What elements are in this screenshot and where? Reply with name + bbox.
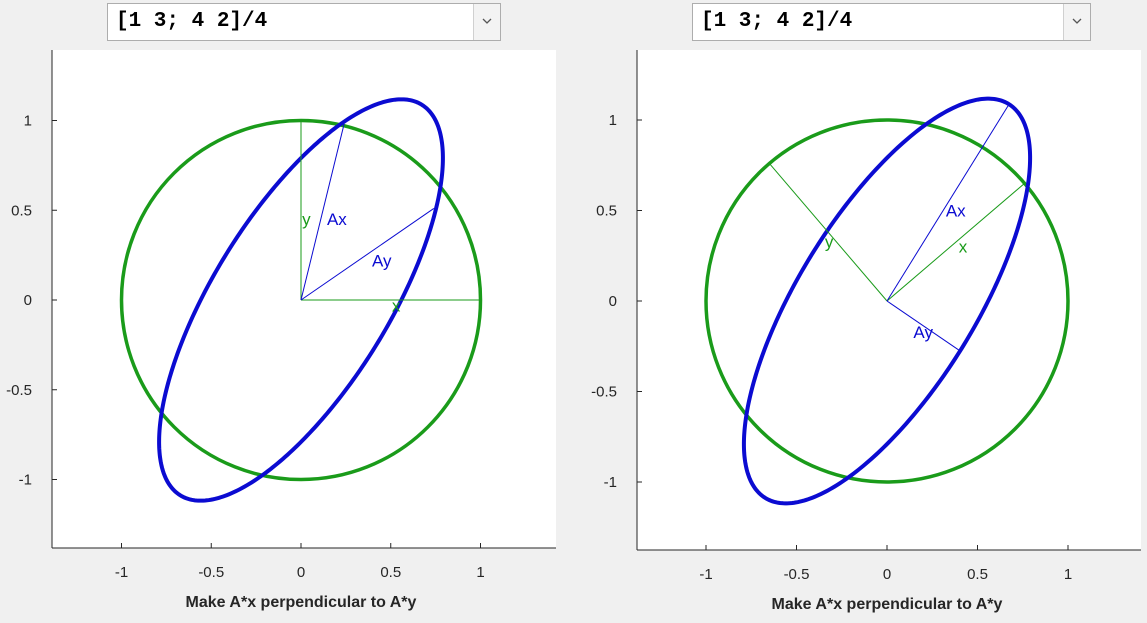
axes-background [52,50,556,548]
matrix-select-value: [1 3; 4 2]/4 [116,10,268,33]
vector-label-x: x [392,296,401,315]
x-tick-label: 0 [883,566,891,583]
vector-label-y: y [302,210,311,229]
chevron-down-icon [482,18,492,24]
vector-y [768,163,888,302]
vector-label-x: x [959,238,968,257]
axes-background [637,50,1141,550]
y-tick-label: -1 [19,472,32,489]
unit-circle-curve [704,118,1070,484]
y-tick-label: -1 [604,474,617,491]
x-tick-label: 0.5 [967,566,988,583]
x-axis-label: Make A*x perpendicular to A*y [186,594,417,611]
vector-ay [886,300,962,353]
vector-label-ay: Ay [372,252,392,271]
x-tick-label: 0.5 [380,564,401,581]
y-tick-label: 1 [24,113,32,130]
x-tick-label: -1 [115,564,128,581]
ellipse-curve [741,96,1033,506]
matrix-select[interactable]: [1 3; 4 2]/4 [107,3,501,41]
x-tick-label: 1 [1064,566,1072,583]
x-tick-label: -1 [699,566,712,583]
vector-x [886,182,1025,302]
vector-ay [300,208,435,301]
y-tick-label: 0.5 [596,203,617,220]
y-tick-label: -0.5 [591,384,617,401]
matrix-select-value: [1 3; 4 2]/4 [701,10,853,33]
plot-axes[interactable]: -1 -0.5 0 0.5 1 1 0.5 0 -0.5 -1 x y Ax Ay Make A*x per… [0,0,563,623]
x-tick-label: 0 [297,564,305,581]
dropdown-button[interactable] [473,4,500,40]
dropdown-button[interactable] [1063,4,1090,40]
vector-ax [300,123,345,301]
y-tick-label: 0.5 [11,202,32,219]
x-tick-label: -0.5 [784,566,810,583]
y-tick-label: 0 [609,293,617,310]
x-axis-label: Make A*x perpendicular to A*y [772,596,1003,613]
vector-ax [886,105,1009,302]
vector-label-ax: Ax [327,210,347,229]
panel-right: [1 3; 4 2]/4 -1 -0.5 0 0.5 1 1 0.5 0 -0.5 -1 x y Ax A… [585,0,1147,623]
vector-label-ay: Ay [913,323,933,342]
vector-label-y: y [825,232,834,251]
y-tick-label: -0.5 [6,382,32,399]
vector-label-ax: Ax [946,202,966,221]
panel-left: [1 3; 4 2]/4 -1 -0.5 0 0.5 1 1 0.5 0 -0.5 -1 x y Ax A… [0,0,563,623]
x-tick-label: 1 [476,564,484,581]
ellipse-curve [157,97,445,503]
chevron-down-icon [1072,18,1082,24]
y-tick-label: 0 [24,292,32,309]
x-tick-label: -0.5 [198,564,224,581]
plot-axes[interactable]: -1 -0.5 0 0.5 1 1 0.5 0 -0.5 -1 x y Ax Ay Make A*x per… [585,0,1147,623]
y-tick-label: 1 [609,112,617,129]
matrix-select[interactable]: [1 3; 4 2]/4 [692,3,1091,41]
